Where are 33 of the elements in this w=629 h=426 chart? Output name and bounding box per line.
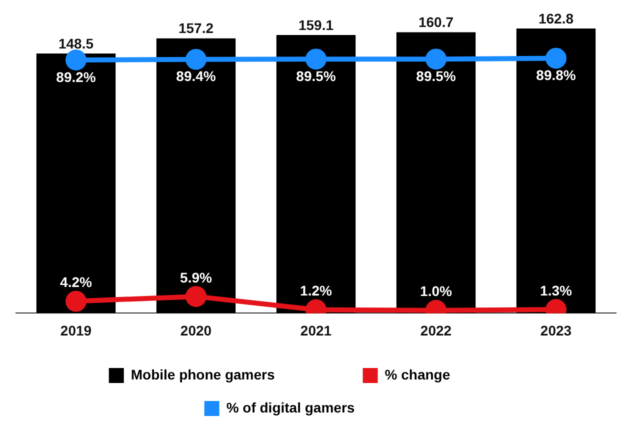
x-tick-label: 2021: [300, 322, 332, 338]
data-label: 1.2%: [300, 282, 332, 299]
data-label: 89.2%: [56, 68, 96, 85]
data-label: 157.2: [178, 20, 214, 36]
point: [306, 48, 326, 70]
legend-label: % change: [384, 366, 520, 382]
data-label: 159.1: [298, 16, 334, 33]
bar: [36, 54, 116, 314]
data-label: 1.0%: [420, 283, 452, 300]
bar: [396, 32, 476, 314]
bar: [276, 35, 356, 314]
x-tick-label: 2022: [420, 322, 452, 338]
legend-label: Mobile phone gamers: [130, 366, 345, 382]
data-label: 89.5%: [416, 68, 456, 84]
data-label: 148.5: [58, 35, 94, 52]
bar: [516, 28, 596, 314]
point: [66, 49, 86, 70]
data-label: 5.9%: [180, 269, 212, 286]
data-label: 89.4%: [176, 68, 216, 84]
x-tick-label: 2023: [540, 322, 572, 338]
point: [546, 48, 566, 69]
data-label: 1.3%: [540, 282, 572, 298]
x-tick-label: 2019: [60, 322, 92, 338]
data-label: 89.5%: [296, 68, 336, 84]
point: [186, 48, 206, 70]
data-label: 4.2%: [60, 274, 92, 290]
x-tick-label: 2020: [180, 322, 212, 338]
data-label: 89.8%: [536, 67, 576, 84]
data-label: 160.7: [418, 14, 454, 30]
data-label: 162.8: [538, 10, 574, 26]
point: [426, 48, 446, 70]
bar: [156, 38, 236, 314]
legend-label: % of digital gamers: [226, 399, 425, 416]
